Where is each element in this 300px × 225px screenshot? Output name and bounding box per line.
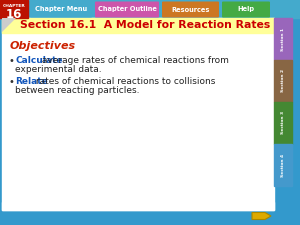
Bar bbox=[274, 18, 292, 60]
Text: between reacting particles.: between reacting particles. bbox=[15, 86, 140, 95]
Text: Objectives: Objectives bbox=[10, 41, 76, 51]
Text: Calculate: Calculate bbox=[15, 56, 62, 65]
Text: Section 3: Section 3 bbox=[281, 112, 285, 135]
FancyBboxPatch shape bbox=[162, 2, 219, 18]
Bar bbox=[2, 202, 274, 210]
Bar bbox=[2, 18, 274, 33]
FancyBboxPatch shape bbox=[95, 2, 159, 18]
Text: Help: Help bbox=[238, 7, 254, 13]
Text: •: • bbox=[9, 77, 15, 87]
Text: Section 16.1  A Model for Reaction Rates: Section 16.1 A Model for Reaction Rates bbox=[20, 20, 270, 31]
Bar bbox=[274, 144, 292, 186]
FancyBboxPatch shape bbox=[30, 2, 92, 18]
FancyArrow shape bbox=[252, 212, 271, 220]
Text: average rates of chemical reactions from: average rates of chemical reactions from bbox=[39, 56, 229, 65]
Text: Chapter Outline: Chapter Outline bbox=[98, 7, 156, 13]
Bar bbox=[274, 102, 292, 144]
Text: rates of chemical reactions to collisions: rates of chemical reactions to collision… bbox=[33, 77, 215, 86]
Text: experimental data.: experimental data. bbox=[15, 65, 102, 74]
Bar bbox=[0, 0, 300, 18]
Text: Chapter Menu: Chapter Menu bbox=[35, 7, 87, 13]
Text: Resources: Resources bbox=[171, 7, 210, 13]
Text: Section 1: Section 1 bbox=[281, 27, 285, 51]
Text: Relate: Relate bbox=[15, 77, 48, 86]
Text: CHAPTER: CHAPTER bbox=[3, 4, 26, 8]
Text: Section 4: Section 4 bbox=[281, 153, 285, 177]
Text: Section 2: Section 2 bbox=[281, 70, 285, 92]
Text: 16: 16 bbox=[6, 8, 22, 21]
Bar bbox=[2, 18, 274, 210]
Text: •: • bbox=[9, 56, 15, 66]
Bar bbox=[0, 0, 28, 18]
FancyBboxPatch shape bbox=[222, 2, 270, 18]
Bar bbox=[274, 60, 292, 102]
Polygon shape bbox=[2, 18, 16, 32]
